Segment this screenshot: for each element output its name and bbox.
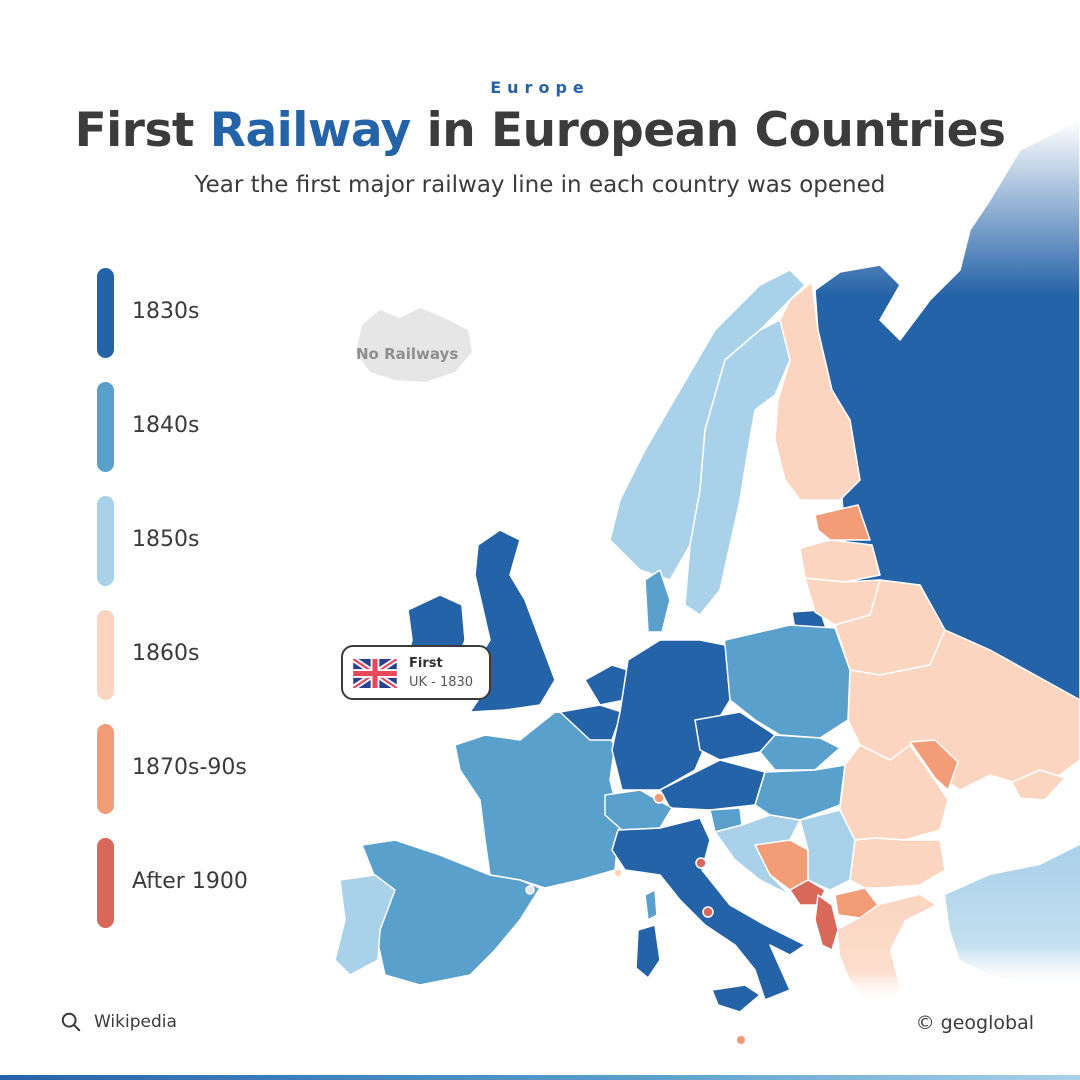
legend-label: 1850s	[132, 527, 200, 552]
legend-label: After 1900	[132, 869, 248, 894]
legend-swatch	[97, 724, 114, 814]
no-railways-label: No Railways	[356, 345, 459, 363]
country-romania	[839, 744, 949, 841]
legend-swatch	[97, 838, 114, 928]
region-kicker: Europe	[490, 78, 590, 97]
legend-swatch	[97, 610, 114, 700]
title-part-1: First	[74, 103, 210, 158]
country-france-corsica	[644, 889, 658, 921]
copyright-credit: © geoglobal	[915, 1012, 1034, 1034]
source-label: Wikipedia	[94, 1012, 177, 1032]
country-slovakia	[759, 734, 841, 771]
legend-swatch	[97, 496, 114, 586]
country-iceland	[356, 308, 472, 382]
country-latvia	[799, 539, 881, 583]
legend-label: 1860s	[132, 641, 200, 666]
callout-detail: UK - 1830	[409, 675, 474, 690]
country-moldova	[909, 739, 959, 791]
country-denmark	[644, 569, 671, 633]
country-bulgaria	[849, 837, 946, 889]
country-crimea	[1011, 769, 1066, 801]
bottom-accent-bar	[0, 1075, 1080, 1080]
country-turkey	[945, 845, 1080, 990]
country-portugal	[334, 874, 396, 976]
page-subtitle: Year the first major railway line in eac…	[194, 172, 886, 198]
title-part-2: in European Countries	[410, 103, 1006, 158]
country-albania	[814, 894, 839, 951]
callout-heading: First	[409, 656, 443, 671]
country-italy-sardinia	[635, 924, 661, 979]
first-railway-callout: First UK - 1830	[341, 645, 491, 700]
source-attribution: Wikipedia	[60, 1011, 177, 1033]
country-italy-sicily	[711, 984, 761, 1013]
country-finland	[774, 281, 861, 501]
page-title: First Railway in European Countries	[0, 103, 1080, 158]
country-sweden	[684, 319, 791, 616]
legend-label: 1840s	[132, 413, 200, 438]
country-greece	[838, 895, 935, 1005]
title-accent: Railway	[209, 103, 411, 158]
country-uk	[469, 529, 556, 713]
legend-label: 1870s-90s	[132, 755, 247, 780]
country-estonia	[814, 504, 871, 541]
search-icon	[61, 1012, 81, 1032]
legend-swatch	[97, 268, 114, 358]
city-markers	[525, 792, 745, 1044]
legend-swatch	[97, 382, 114, 472]
legend-label: 1830s	[132, 299, 200, 324]
country-north-macedonia	[834, 887, 879, 919]
uk-flag-icon	[353, 659, 397, 688]
